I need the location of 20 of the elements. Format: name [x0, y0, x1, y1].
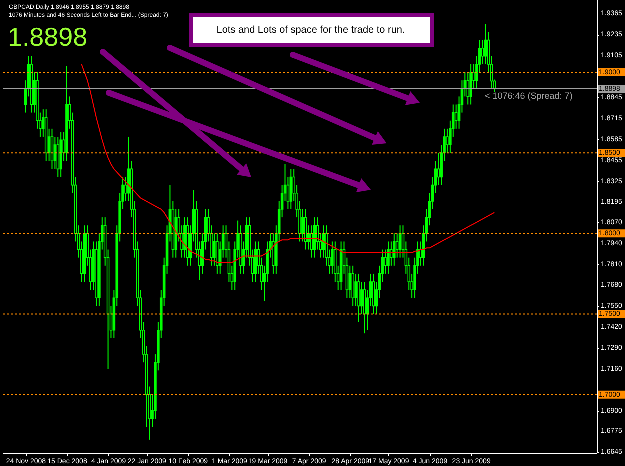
candlestick: [302, 209, 304, 242]
candlestick: [348, 265, 352, 299]
candlestick: [354, 273, 358, 307]
annotation: 1.8898: [8, 22, 88, 52]
candlestick: [484, 24, 488, 65]
annotation: < 1076:46 (Spread: 7): [485, 91, 573, 101]
candlestick: [213, 233, 216, 266]
candlestick: [466, 72, 470, 106]
candlestick: [481, 40, 484, 65]
candlestick: [384, 249, 387, 274]
candlestick: [331, 241, 334, 274]
candlestick: [437, 152, 440, 186]
candlestick: [390, 241, 393, 266]
candlestick: [360, 282, 364, 315]
candlestick: [322, 225, 325, 258]
candlestick: [392, 233, 396, 266]
candlestick: [454, 104, 458, 130]
candlestick: [446, 128, 449, 154]
candlestick: [387, 241, 390, 274]
annotation: Lots and Lots of space for the trade to run.: [216, 25, 406, 36]
